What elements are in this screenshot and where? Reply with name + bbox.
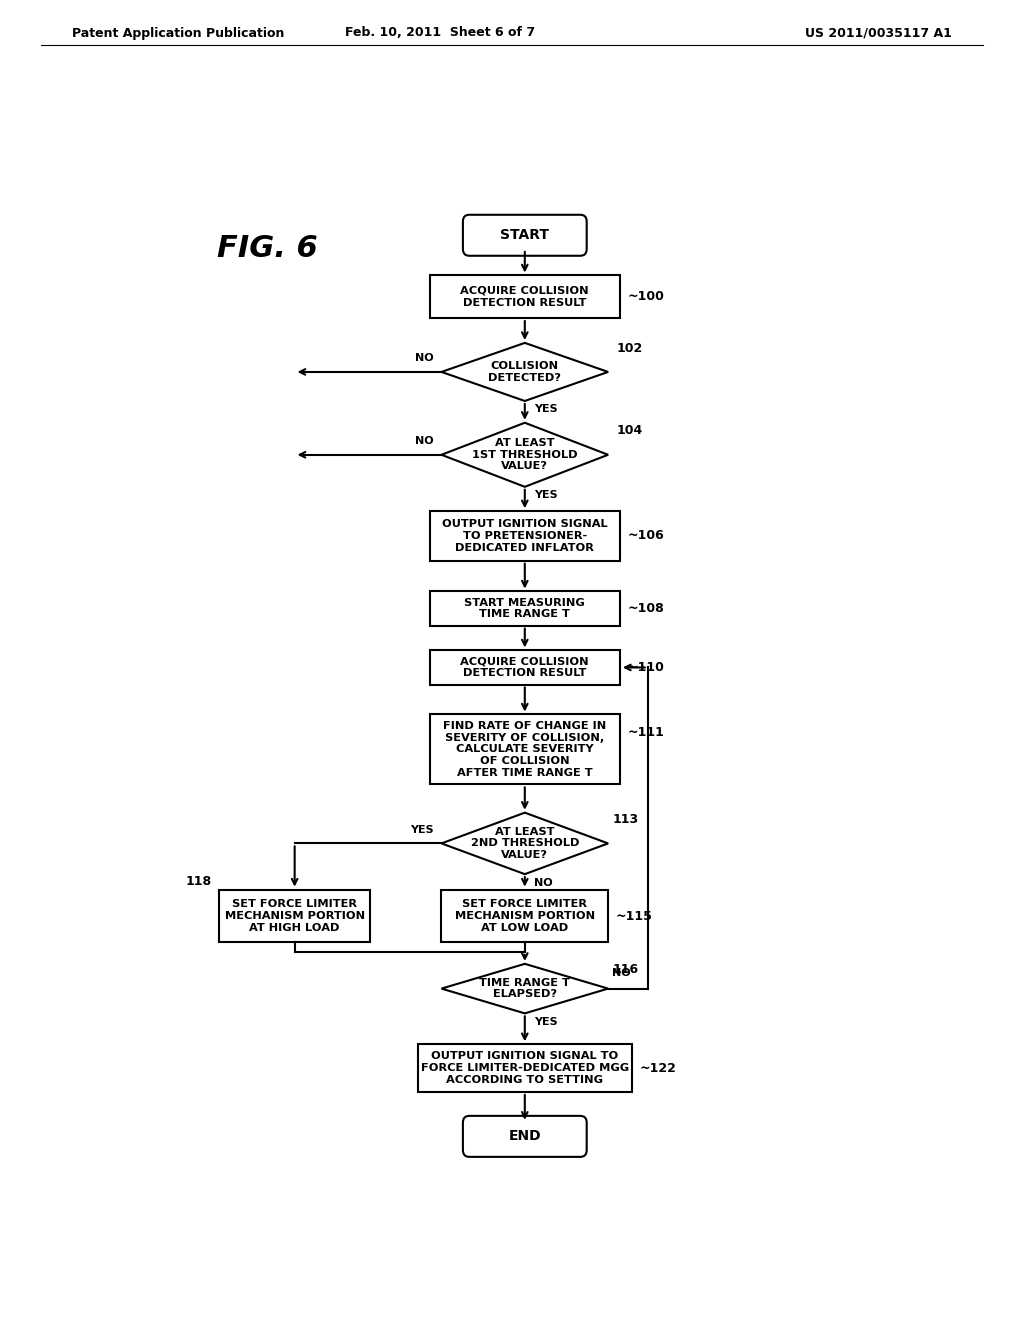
Text: 102: 102: [616, 342, 642, 355]
Text: ~115: ~115: [616, 909, 653, 923]
Text: ACQUIRE COLLISION
DETECTION RESULT: ACQUIRE COLLISION DETECTION RESULT: [461, 286, 589, 308]
Text: ~108: ~108: [628, 602, 665, 615]
Text: ~100: ~100: [628, 290, 665, 304]
Text: ~110: ~110: [628, 661, 665, 675]
Text: START: START: [501, 228, 549, 243]
Text: COLLISION
DETECTED?: COLLISION DETECTED?: [488, 362, 561, 383]
Text: NO: NO: [535, 878, 553, 887]
Bar: [430, 276, 621, 318]
Text: ~111: ~111: [628, 726, 665, 739]
Text: YES: YES: [535, 490, 558, 500]
Text: NO: NO: [415, 354, 433, 363]
Text: 118: 118: [185, 875, 211, 888]
Bar: [441, 890, 608, 942]
Polygon shape: [441, 422, 608, 487]
Bar: [430, 714, 621, 784]
Bar: [430, 591, 621, 626]
Text: 104: 104: [616, 424, 642, 437]
Text: US 2011/0035117 A1: US 2011/0035117 A1: [806, 26, 952, 40]
Text: YES: YES: [535, 1016, 558, 1027]
Text: NO: NO: [415, 436, 433, 446]
Text: START MEASURING
TIME RANGE T: START MEASURING TIME RANGE T: [465, 598, 585, 619]
Text: NO: NO: [612, 969, 631, 978]
Bar: [430, 511, 621, 561]
Text: AT LEAST
2ND THRESHOLD
VALUE?: AT LEAST 2ND THRESHOLD VALUE?: [471, 826, 579, 861]
FancyBboxPatch shape: [463, 1115, 587, 1156]
FancyBboxPatch shape: [463, 215, 587, 256]
Text: OUTPUT IGNITION SIGNAL TO
FORCE LIMITER-DEDICATED MGG
ACCORDING TO SETTING: OUTPUT IGNITION SIGNAL TO FORCE LIMITER-…: [421, 1052, 629, 1085]
Text: OUTPUT IGNITION SIGNAL
TO PRETENSIONER-
DEDICATED INFLATOR: OUTPUT IGNITION SIGNAL TO PRETENSIONER- …: [442, 519, 607, 553]
Bar: [418, 1044, 632, 1092]
Text: ~122: ~122: [640, 1061, 677, 1074]
Text: Feb. 10, 2011  Sheet 6 of 7: Feb. 10, 2011 Sheet 6 of 7: [345, 26, 536, 40]
Text: Patent Application Publication: Patent Application Publication: [72, 26, 284, 40]
Text: AT LEAST
1ST THRESHOLD
VALUE?: AT LEAST 1ST THRESHOLD VALUE?: [472, 438, 578, 471]
Text: END: END: [509, 1130, 541, 1143]
Polygon shape: [441, 964, 608, 1014]
Text: ~106: ~106: [628, 529, 665, 543]
Text: FIND RATE OF CHANGE IN
SEVERITY OF COLLISION,
CALCULATE SEVERITY
OF COLLISION
AF: FIND RATE OF CHANGE IN SEVERITY OF COLLI…: [443, 721, 606, 777]
Text: 113: 113: [612, 813, 638, 826]
Bar: [219, 890, 370, 942]
Polygon shape: [441, 813, 608, 874]
Polygon shape: [441, 343, 608, 401]
Text: TIME RANGE T
ELAPSED?: TIME RANGE T ELAPSED?: [479, 978, 570, 999]
Text: YES: YES: [535, 404, 558, 414]
Text: 116: 116: [612, 964, 638, 977]
Text: YES: YES: [410, 825, 433, 834]
Text: FIG. 6: FIG. 6: [216, 234, 317, 263]
Bar: [430, 651, 621, 685]
Text: ACQUIRE COLLISION
DETECTION RESULT: ACQUIRE COLLISION DETECTION RESULT: [461, 656, 589, 678]
Text: SET FORCE LIMITER
MECHANISM PORTION
AT HIGH LOAD: SET FORCE LIMITER MECHANISM PORTION AT H…: [224, 899, 365, 933]
Text: SET FORCE LIMITER
MECHANISM PORTION
AT LOW LOAD: SET FORCE LIMITER MECHANISM PORTION AT L…: [455, 899, 595, 933]
